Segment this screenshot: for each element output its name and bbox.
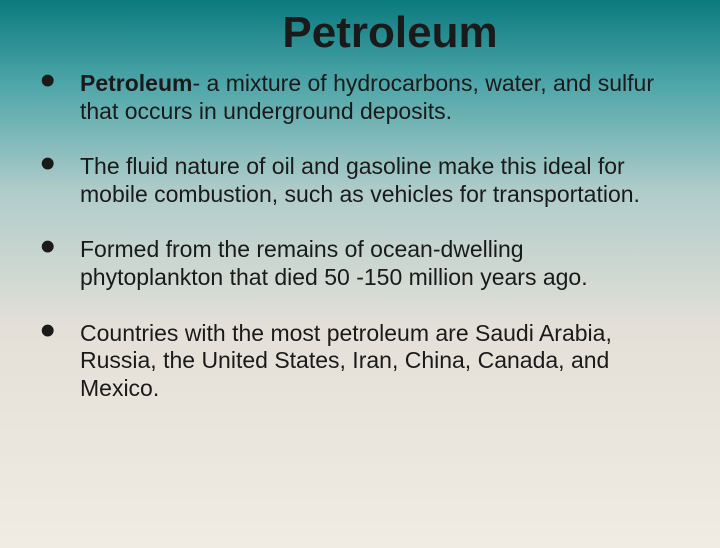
bullet-text: Countries with the most petroleum are Sa… xyxy=(80,318,670,403)
bullet-marker: • xyxy=(40,318,64,344)
bullet-text: Formed from the remains of ocean-dwellin… xyxy=(80,234,670,291)
bullet-rest: The fluid nature of oil and gasoline mak… xyxy=(80,153,640,207)
bullet-marker: • xyxy=(40,68,64,94)
bullet-item: • Formed from the remains of ocean-dwell… xyxy=(40,234,670,291)
bullet-item: • Countries with the most petroleum are … xyxy=(40,318,670,403)
bullet-marker: • xyxy=(40,234,64,260)
bullet-term: Petroleum xyxy=(80,70,192,96)
bullet-rest: Countries with the most petroleum are Sa… xyxy=(80,320,612,401)
bullet-item: • Petroleum- a mixture of hydrocarbons, … xyxy=(40,68,670,125)
bullet-rest: Formed from the remains of ocean-dwellin… xyxy=(80,236,588,290)
slide-content: • Petroleum- a mixture of hydrocarbons, … xyxy=(0,68,720,402)
bullet-text: Petroleum- a mixture of hydrocarbons, wa… xyxy=(80,68,670,125)
bullet-marker: • xyxy=(40,151,64,177)
slide-title: Petroleum xyxy=(60,8,720,58)
bullet-item: • The fluid nature of oil and gasoline m… xyxy=(40,151,670,208)
bullet-text: The fluid nature of oil and gasoline mak… xyxy=(80,151,670,208)
